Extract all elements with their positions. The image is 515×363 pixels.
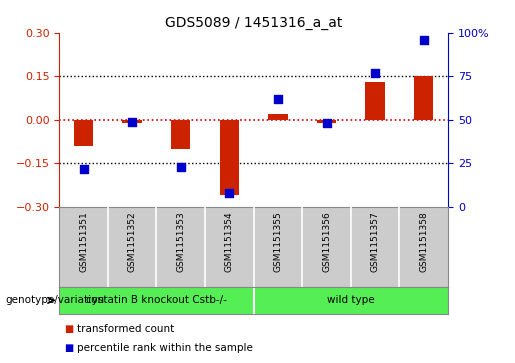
Point <box>79 166 88 171</box>
Bar <box>123 120 142 123</box>
Text: GSM1151354: GSM1151354 <box>225 211 234 272</box>
Text: cystatin B knockout Cstb-/-: cystatin B knockout Cstb-/- <box>86 295 227 305</box>
Text: GSM1151353: GSM1151353 <box>176 211 185 272</box>
Text: GSM1151356: GSM1151356 <box>322 211 331 272</box>
Text: GSM1151352: GSM1151352 <box>128 211 136 272</box>
Text: ■: ■ <box>64 323 74 334</box>
Text: GSM1151351: GSM1151351 <box>79 211 88 272</box>
Title: GDS5089 / 1451316_a_at: GDS5089 / 1451316_a_at <box>165 16 342 30</box>
Point <box>128 119 136 125</box>
Bar <box>317 120 336 123</box>
Bar <box>268 114 288 120</box>
Bar <box>414 76 434 120</box>
Text: percentile rank within the sample: percentile rank within the sample <box>77 343 253 354</box>
Text: GSM1151357: GSM1151357 <box>371 211 380 272</box>
Text: wild type: wild type <box>327 295 374 305</box>
Text: genotype/variation: genotype/variation <box>5 295 104 305</box>
Text: GSM1151358: GSM1151358 <box>419 211 428 272</box>
Text: ■: ■ <box>64 343 74 354</box>
Point <box>177 164 185 170</box>
Point <box>371 70 379 76</box>
Point <box>420 37 428 42</box>
Text: GSM1151355: GSM1151355 <box>273 211 282 272</box>
Bar <box>74 120 93 146</box>
Point <box>322 121 331 126</box>
Text: transformed count: transformed count <box>77 323 175 334</box>
Bar <box>219 120 239 195</box>
Bar <box>366 82 385 120</box>
Point <box>225 190 233 196</box>
Bar <box>171 120 191 149</box>
Point <box>274 96 282 102</box>
